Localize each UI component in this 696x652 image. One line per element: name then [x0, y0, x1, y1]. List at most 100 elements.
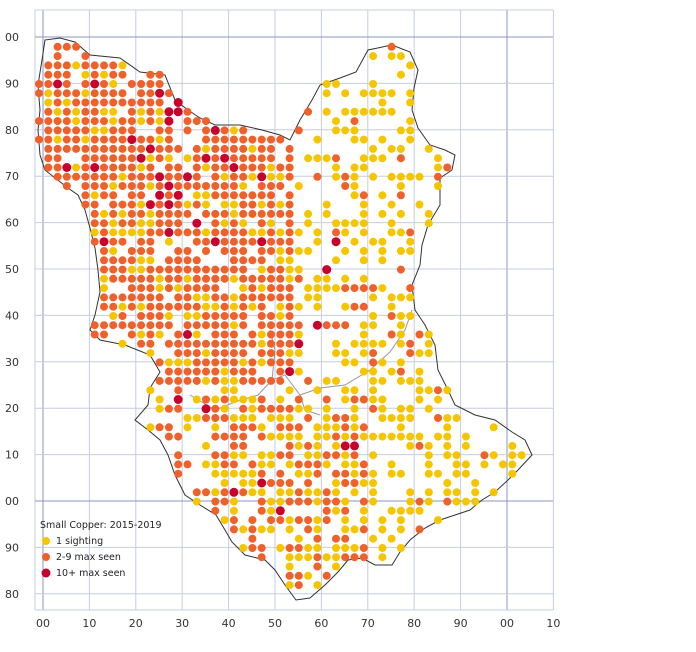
- sighting-dot: [294, 247, 303, 255]
- sighting-dot: [396, 70, 405, 79]
- sighting-dot: [211, 321, 220, 330]
- sighting-dot: [378, 358, 387, 367]
- sighting-dot: [229, 182, 238, 190]
- sighting-dot: [341, 89, 350, 98]
- sighting-dot: [164, 404, 173, 413]
- sighting-dot: [183, 256, 192, 265]
- sighting-dot: [137, 144, 146, 153]
- sighting-dot: [90, 219, 99, 228]
- sighting-dot: [257, 330, 266, 339]
- sighting-dot: [359, 479, 368, 487]
- sighting-dot: [62, 126, 71, 135]
- sighting-dot: [145, 200, 155, 210]
- sighting-dot: [276, 228, 285, 237]
- sighting-dot: [100, 321, 108, 330]
- sighting-dot: [312, 320, 322, 330]
- sighting-dot: [35, 135, 43, 144]
- sighting-dot: [44, 154, 53, 163]
- sighting-dot: [229, 163, 239, 172]
- sighting-dot: [220, 469, 229, 478]
- sighting-dot: [183, 182, 192, 190]
- sighting-dot: [211, 274, 220, 283]
- sighting-dot: [341, 544, 350, 552]
- sighting-dot: [90, 330, 99, 339]
- sighting-dot: [285, 451, 294, 460]
- sighting-dot: [220, 460, 229, 469]
- sighting-dot: [155, 404, 164, 413]
- sighting-dot: [155, 293, 164, 302]
- sighting-dot: [192, 414, 201, 422]
- sighting-dot: [332, 228, 340, 237]
- sighting-dot: [229, 330, 238, 339]
- sighting-dot: [90, 117, 99, 126]
- sighting-dot: [53, 42, 62, 51]
- sighting-dot: [109, 312, 118, 320]
- sighting-dot: [332, 154, 340, 163]
- sighting-dot: [378, 553, 387, 562]
- sighting-dot: [192, 339, 201, 348]
- sighting-dot: [461, 497, 470, 506]
- sighting-dot: [257, 237, 267, 247]
- sighting-dot: [81, 144, 90, 153]
- sighting-dot: [127, 80, 136, 88]
- x-axis-label: 50: [268, 617, 282, 630]
- sighting-dot: [155, 274, 164, 283]
- sighting-dot: [90, 228, 99, 237]
- sighting-dot: [174, 274, 183, 283]
- sighting-dot: [322, 154, 331, 163]
- sighting-dot: [276, 182, 285, 190]
- sighting-dot: [248, 469, 257, 478]
- sighting-dot: [443, 479, 452, 487]
- sighting-dot: [341, 349, 350, 358]
- sighting-dot: [369, 172, 378, 181]
- sighting-dot: [192, 191, 201, 200]
- sighting-dot: [313, 284, 322, 293]
- x-axis-label: 80: [407, 617, 421, 630]
- sighting-dot: [248, 302, 257, 311]
- sighting-dot: [332, 479, 340, 487]
- sighting-dot: [257, 274, 266, 283]
- sighting-dot: [285, 163, 294, 172]
- sighting-dot: [248, 284, 257, 293]
- sighting-dot: [424, 497, 433, 506]
- sighting-dot: [72, 163, 81, 172]
- sighting-dot: [341, 274, 350, 283]
- sighting-dot: [248, 191, 257, 200]
- sighting-dot: [276, 414, 285, 422]
- sighting-dot: [443, 423, 452, 432]
- sighting-dots: [35, 42, 526, 590]
- sighting-dot: [174, 339, 183, 348]
- sighting-dot: [202, 312, 210, 320]
- sighting-dot: [424, 219, 433, 228]
- sighting-dot: [239, 339, 248, 348]
- sighting-dot: [313, 525, 322, 534]
- sighting-dot: [127, 163, 136, 172]
- sighting-dot: [229, 395, 238, 404]
- sighting-dot: [109, 154, 118, 163]
- sighting-dot: [294, 581, 303, 590]
- sighting-dot: [211, 219, 220, 228]
- sighting-dot: [387, 219, 396, 228]
- sighting-dot: [62, 172, 71, 181]
- sighting-dot: [62, 61, 71, 70]
- sighting-dot: [109, 182, 118, 190]
- sighting-dot: [239, 479, 248, 487]
- sighting-dot: [350, 358, 359, 367]
- sighting-dot: [220, 367, 229, 376]
- sighting-dot: [239, 135, 248, 144]
- sighting-dot: [164, 135, 173, 144]
- sighting-dot: [350, 488, 359, 497]
- sighting-dot: [406, 339, 415, 348]
- sighting-dot: [192, 182, 201, 190]
- sighting-dot: [332, 469, 340, 478]
- sighting-dot: [146, 135, 155, 144]
- sighting-dot: [109, 89, 118, 98]
- sighting-dot: [239, 200, 248, 209]
- sighting-dot: [248, 330, 257, 339]
- sighting-dot: [100, 274, 108, 283]
- sighting-dot: [267, 209, 275, 218]
- sighting-dot: [424, 144, 433, 153]
- sighting-dot: [415, 172, 424, 181]
- sighting-dot: [211, 506, 220, 515]
- sighting-dot: [304, 441, 313, 450]
